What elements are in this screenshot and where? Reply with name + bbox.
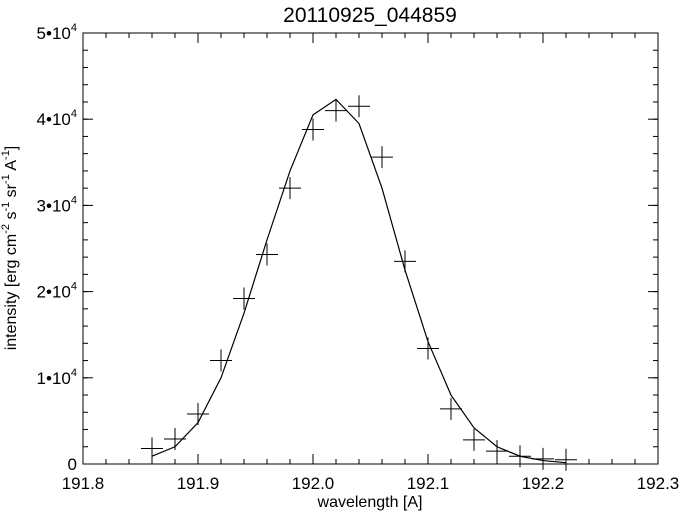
series-layer <box>141 95 577 471</box>
data-point <box>256 243 278 266</box>
x-axis-label: wavelength [A] <box>317 494 423 511</box>
x-axis: 191.8 191.9 192.0 192.1 192.2 192.3 <box>62 33 680 493</box>
data-point <box>463 428 485 451</box>
y-tick-label: 0 <box>68 455 77 474</box>
y-tick-label: 1•104 <box>37 367 77 388</box>
x-tick-label: 192.2 <box>522 474 565 493</box>
plot-frame <box>82 32 659 465</box>
data-point <box>371 146 393 169</box>
chart-title: 20110925_044859 <box>283 4 457 27</box>
y-axis-label: intensity [erg cm-2 s-1 sr-1 A-1] <box>0 146 20 351</box>
data-point <box>440 397 462 420</box>
data-point <box>279 177 301 200</box>
data-point <box>486 440 508 463</box>
fit-line <box>151 98 567 464</box>
data-point <box>302 118 324 141</box>
x-tick-label: 191.9 <box>177 474 220 493</box>
y-tick-label: 3•104 <box>37 194 77 215</box>
data-point <box>348 95 370 118</box>
y-axis: 0 1•104 2•104 3•104 4•104 5•104 <box>37 22 658 474</box>
y-tick-label: 5•104 <box>37 22 77 43</box>
x-tick-label: 192.3 <box>637 474 680 493</box>
data-point <box>325 99 347 122</box>
data-point <box>210 349 232 372</box>
x-tick-label: 192.1 <box>407 474 450 493</box>
data-point <box>233 287 255 310</box>
data-point <box>555 448 577 471</box>
x-tick-label: 192.0 <box>292 474 335 493</box>
y-tick-label: 2•104 <box>37 281 77 302</box>
x-tick-label: 191.8 <box>62 474 105 493</box>
y-tick-label: 4•104 <box>37 108 77 129</box>
